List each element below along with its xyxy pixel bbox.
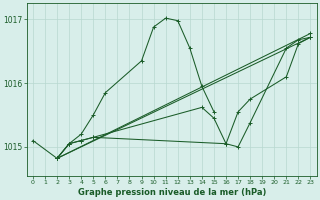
X-axis label: Graphe pression niveau de la mer (hPa): Graphe pression niveau de la mer (hPa): [77, 188, 266, 197]
